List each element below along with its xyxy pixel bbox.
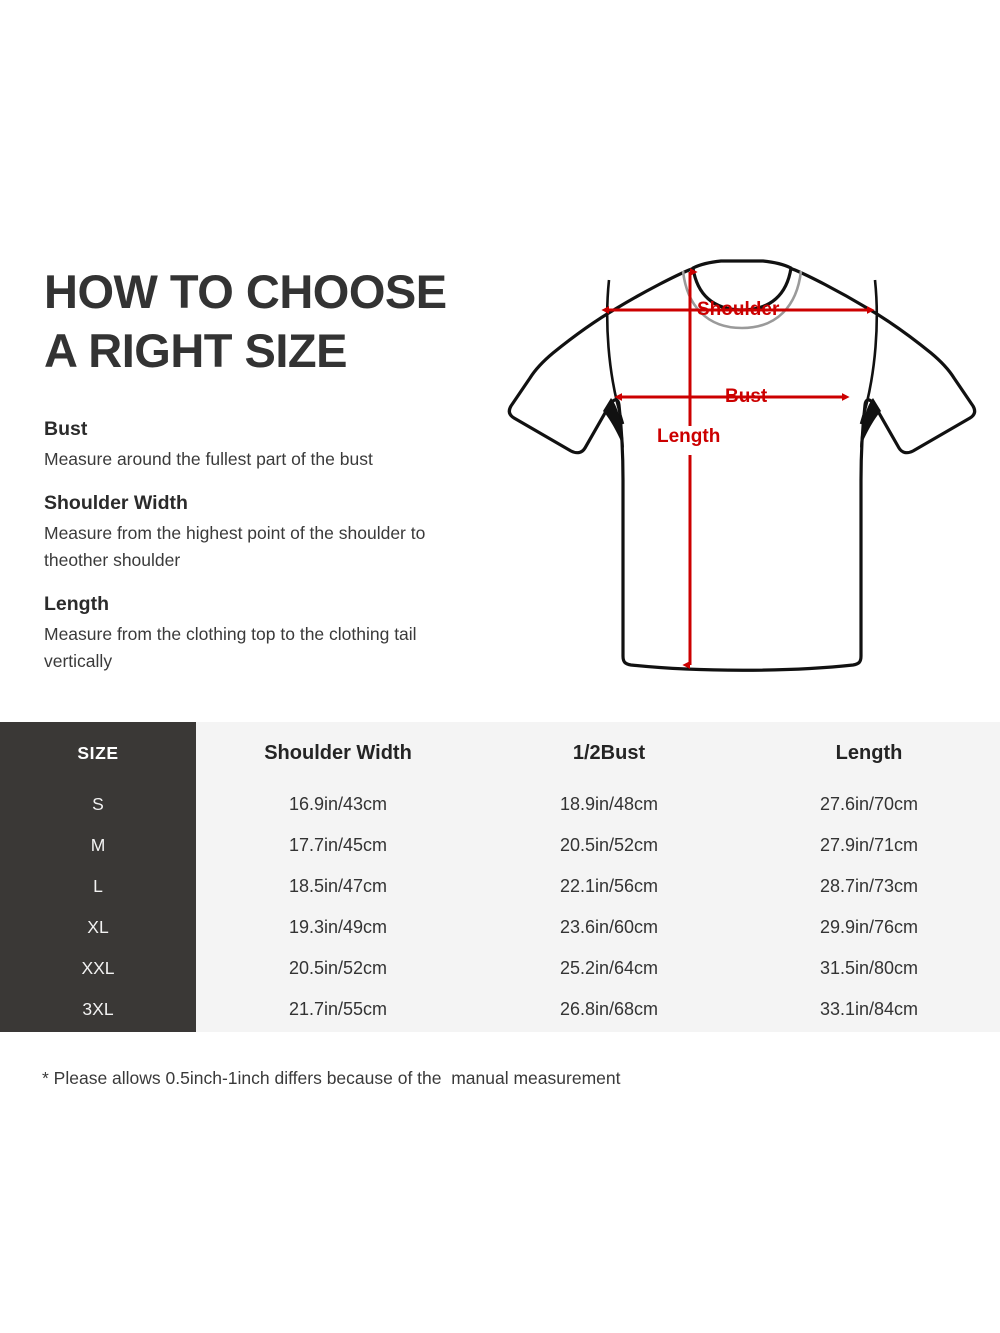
cell-shoulder-width: 17.7in/45cm [288, 834, 388, 855]
table-header-row: SIZE Shoulder Width 1/2Bust Length [0, 722, 1000, 784]
definition-term-length: Length [44, 592, 109, 615]
definition-description-shoulder-width: Measure from the highest point of the sh… [44, 523, 426, 571]
tshirt-underarm-shading [603, 398, 881, 448]
page-title-line-1: HOW TO CHOOSE [44, 265, 447, 318]
header-cell-half-bust: 1/2Bust [572, 742, 646, 764]
tshirt-outline-shape [507, 261, 977, 672]
measurement-definitions: Bust Measure around the fullest part of … [44, 415, 464, 675]
cell-length: 28.7in/73cm [819, 875, 919, 896]
table-row: M 17.7in/45cm 20.5in/52cm 27.9in/71cm [0, 825, 1000, 866]
definition-description-length: Measure from the clothing top to the clo… [44, 624, 417, 671]
measurement-disclaimer: * Please allows 0.5inch-1inch differs be… [42, 1068, 621, 1088]
definition-length: Length Measure from the clothing top to … [44, 590, 464, 675]
header-cell-length: Length [835, 742, 903, 764]
cell-size: XXL [81, 958, 115, 978]
definition-bust: Bust Measure around the fullest part of … [44, 415, 464, 473]
definition-term-shoulder-width: Shoulder Width [44, 492, 188, 515]
table-row: L 18.5in/47cm 22.1in/56cm 28.7in/73cm [0, 866, 1000, 907]
bust-measure-label: Bust [725, 386, 768, 407]
cell-length: 31.5in/80cm [819, 957, 919, 978]
size-column-background [0, 722, 196, 1032]
cell-size: 3XL [82, 999, 114, 1019]
header-cell-shoulder-width: Shoulder Width [264, 742, 412, 764]
size-chart-table: SIZE Shoulder Width 1/2Bust Length S 16.… [0, 722, 1000, 1032]
cell-shoulder-width: 21.7in/55cm [288, 998, 388, 1019]
cell-length: 33.1in/84cm [819, 998, 919, 1019]
cell-half-bust: 20.5in/52cm [559, 834, 659, 855]
cell-size: S [92, 794, 104, 814]
table-row: XXL 20.5in/52cm 25.2in/64cm 31.5in/80cm [0, 948, 1000, 989]
length-measure-label: Length [657, 426, 721, 447]
cell-size: XL [87, 917, 109, 937]
cell-half-bust: 22.1in/56cm [559, 875, 659, 896]
tshirt-measurement-diagram [497, 248, 984, 693]
definition-shoulder-width: Shoulder Width Measure from the highest … [44, 489, 464, 574]
cell-shoulder-width: 18.5in/47cm [288, 875, 388, 896]
page-title-line-2: A RIGHT SIZE [44, 324, 348, 378]
cell-shoulder-width: 19.3in/49cm [288, 916, 388, 937]
definition-description-bust: Measure around the fullest part of the b… [44, 449, 373, 470]
page-title: HOW TO CHOOSE A RIGHT SIZE [44, 262, 484, 380]
cell-half-bust: 25.2in/64cm [559, 957, 659, 978]
table-row: 3XL 21.7in/55cm 26.8in/68cm 33.1in/84cm [0, 989, 1000, 1030]
definition-term-bust: Bust [44, 418, 88, 440]
tshirt-sleeve-seams [605, 279, 879, 425]
cell-shoulder-width: 16.9in/43cm [288, 793, 388, 814]
cell-length: 27.9in/71cm [819, 834, 919, 855]
cell-half-bust: 18.9in/48cm [559, 793, 659, 814]
table-row: XL 19.3in/49cm 23.6in/60cm 29.9in/76cm [0, 907, 1000, 948]
table-row: S 16.9in/43cm 18.9in/48cm 27.6in/70cm [0, 784, 1000, 825]
shoulder-measure-label: Shoulder [697, 299, 780, 320]
table-panel-background [196, 722, 1000, 1032]
cell-half-bust: 23.6in/60cm [559, 916, 659, 937]
header-cell-size: SIZE [77, 742, 119, 763]
cell-size: M [90, 835, 106, 855]
cell-length: 29.9in/76cm [819, 916, 919, 937]
cell-shoulder-width: 20.5in/52cm [288, 957, 388, 978]
cell-length: 27.6in/70cm [819, 793, 919, 814]
cell-half-bust: 26.8in/68cm [559, 998, 659, 1019]
cell-size: L [93, 876, 103, 896]
